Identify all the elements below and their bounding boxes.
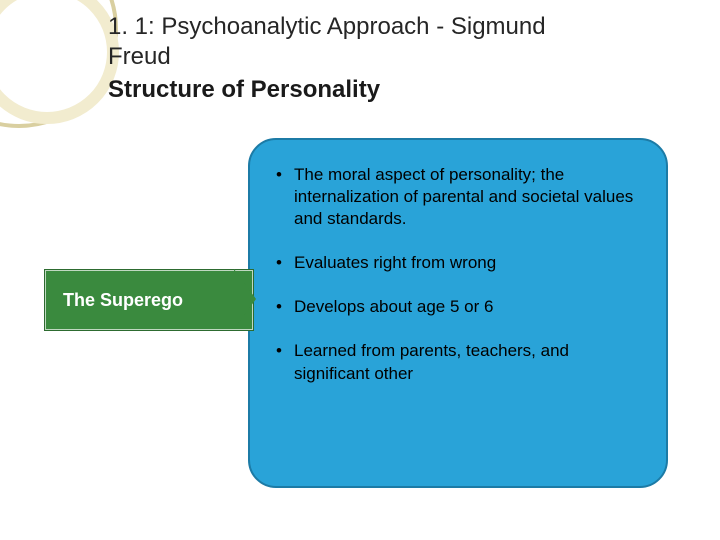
bullet-item: The moral aspect of personality; the int… bbox=[260, 164, 646, 230]
subtitle: Structure of Personality bbox=[108, 74, 668, 105]
content-box: The moral aspect of personality; the int… bbox=[248, 138, 668, 488]
bullet-item: Learned from parents, teachers, and sign… bbox=[260, 340, 646, 384]
bullet-item: Develops about age 5 or 6 bbox=[260, 296, 646, 318]
slide: 1. 1: Psychoanalytic Approach - Sigmund … bbox=[0, 0, 720, 540]
label-chevron-point bbox=[234, 269, 256, 329]
bullet-list: The moral aspect of personality; the int… bbox=[260, 164, 646, 385]
label-chevron-box: The Superego bbox=[44, 269, 254, 331]
bullet-item: Evaluates right from wrong bbox=[260, 252, 646, 274]
decor-ring-inner bbox=[0, 0, 119, 124]
title-block: 1. 1: Psychoanalytic Approach - Sigmund … bbox=[108, 12, 668, 105]
title-line-1: 1. 1: Psychoanalytic Approach - Sigmund bbox=[108, 12, 668, 42]
title-line-2: Freud bbox=[108, 42, 668, 72]
label-text: The Superego bbox=[63, 290, 183, 311]
